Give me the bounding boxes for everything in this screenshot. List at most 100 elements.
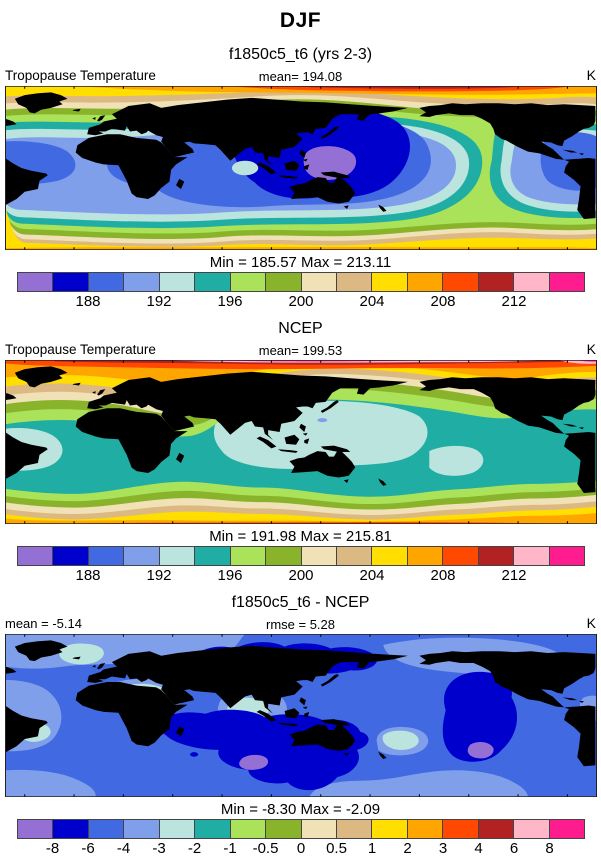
obs-map-frame — [5, 360, 596, 523]
colorbar-tick-label: -2 — [187, 840, 202, 857]
colorbar-tick-label: 0 — [296, 840, 306, 857]
model-mean-label: mean= 194.08 — [258, 69, 343, 84]
colorbar-cell — [195, 820, 231, 838]
colorbar-tick-label: 212 — [501, 293, 527, 310]
colorbar-cell — [443, 820, 479, 838]
colorbar-tick-label: -6 — [81, 840, 95, 857]
colorbar-cell — [336, 547, 373, 565]
colorbar-cell — [124, 547, 160, 565]
colorbar-cell — [195, 547, 231, 565]
colorbar-cell — [514, 273, 550, 291]
colorbar-cell — [478, 547, 515, 565]
colorbar-tick-label: 192 — [146, 293, 172, 310]
obs-label-row: Tropopause Temperature mean= 199.53 K — [5, 341, 596, 358]
model-lon-ticks — [25, 86, 568, 250]
model-map — [5, 86, 597, 250]
diff-colorbar — [17, 819, 585, 839]
obs-section-title: NCEP — [278, 320, 323, 337]
colorbar-tick-label: 208 — [430, 293, 456, 310]
colorbar-cell — [514, 547, 550, 565]
colorbar-cell — [407, 547, 444, 565]
diff-section-title: f1850c5_t6 - NCEP — [231, 594, 370, 611]
colorbar-tick-label: 3 — [438, 840, 448, 857]
colorbar-cell — [372, 820, 408, 838]
colorbar-cell — [549, 273, 584, 291]
colorbar-tick-label: 8 — [545, 840, 554, 857]
diff-mean-label: mean = -5.14 — [5, 616, 82, 631]
colorbar-tick-label: -3 — [152, 840, 166, 857]
obs-lon-ticks — [25, 360, 568, 524]
colorbar-tick-label: 196 — [217, 567, 243, 584]
colorbar-cell — [159, 547, 196, 565]
diff-lon-ticks — [25, 634, 568, 797]
colorbar-cell — [53, 273, 89, 291]
colorbar-cell — [443, 547, 479, 565]
colorbar-tick-label: 1 — [367, 840, 377, 857]
diff-label-row: mean = -5.14 rmse = 5.28 K — [5, 615, 596, 632]
diff-map — [5, 634, 597, 797]
season-title: DJF — [279, 9, 322, 32]
case-title: f1850c5_t6 (yrs 2-3) — [228, 46, 373, 63]
obs-mean-label: mean= 199.53 — [258, 343, 343, 358]
colorbar-cell — [124, 273, 160, 291]
obs-units-label: K — [586, 341, 596, 357]
colorbar-tick-label: -1 — [223, 840, 237, 857]
colorbar-cell — [443, 273, 479, 291]
colorbar-tick-label: 2 — [403, 840, 412, 857]
colorbar-cell — [336, 273, 373, 291]
model-minmax-label: Min = 185.57 Max = 213.11 — [209, 254, 392, 271]
obs-colorbar-ticks: 188 192 196 200 204 208 212 — [17, 567, 585, 585]
colorbar-cell — [301, 273, 337, 291]
colorbar-cell — [88, 820, 125, 838]
model-label-row: Tropopause Temperature mean= 194.08 K — [5, 67, 596, 84]
colorbar-cell — [18, 820, 54, 838]
colorbar-tick-label: 4 — [474, 840, 483, 857]
colorbar-cell — [159, 273, 196, 291]
colorbar-cell — [301, 547, 337, 565]
diff-map-frame — [5, 634, 596, 796]
colorbar-cell — [336, 820, 373, 838]
obs-variable-label: Tropopause Temperature — [5, 342, 156, 357]
colorbar-cell — [230, 547, 267, 565]
colorbar-tick-label: 188 — [75, 567, 101, 584]
obs-colorbar — [17, 546, 585, 566]
colorbar-tick-label: 6 — [509, 840, 519, 857]
colorbar-tick-label: -4 — [116, 840, 131, 857]
colorbar-cell — [18, 547, 54, 565]
colorbar-cell — [230, 820, 267, 838]
model-colorbar — [17, 272, 585, 292]
colorbar-cell — [372, 547, 408, 565]
colorbar-tick-label: 204 — [359, 567, 385, 584]
colorbar-cell — [407, 820, 444, 838]
diff-rmse-label: rmse = 5.28 — [265, 617, 335, 632]
colorbar-cell — [266, 547, 302, 565]
colorbar-tick-label: 212 — [501, 567, 527, 584]
colorbar-cell — [514, 820, 550, 838]
obs-map — [5, 360, 597, 524]
colorbar-cell — [230, 273, 267, 291]
diff-units-label: K — [586, 615, 596, 631]
colorbar-cell — [372, 273, 408, 291]
diff-colorbar-ticks: -8 -6 -4 -3 -2 -1 -0.5 0 0.5 1 2 3 4 6 8 — [17, 840, 585, 857]
colorbar-cell — [159, 820, 196, 838]
obs-minmax-label: Min = 191.98 Max = 215.81 — [209, 528, 392, 545]
colorbar-cell — [266, 273, 302, 291]
colorbar-cell — [478, 273, 515, 291]
colorbar-cell — [88, 273, 125, 291]
colorbar-tick-label: 196 — [217, 293, 243, 310]
colorbar-cell — [88, 547, 125, 565]
colorbar-cell — [478, 820, 515, 838]
colorbar-cell — [53, 547, 89, 565]
colorbar-cell — [53, 820, 89, 838]
colorbar-cell — [549, 547, 584, 565]
colorbar-tick-label: 208 — [430, 567, 456, 584]
model-units-label: K — [586, 67, 596, 83]
colorbar-tick-label: 200 — [288, 293, 314, 310]
colorbar-tick-label: -8 — [45, 840, 60, 857]
colorbar-cell — [407, 273, 444, 291]
colorbar-cell — [549, 820, 584, 838]
colorbar-tick-label: -0.5 — [252, 840, 279, 857]
colorbar-cell — [266, 820, 302, 838]
diff-minmax-label: Min = -8.30 Max = -2.09 — [220, 801, 381, 818]
